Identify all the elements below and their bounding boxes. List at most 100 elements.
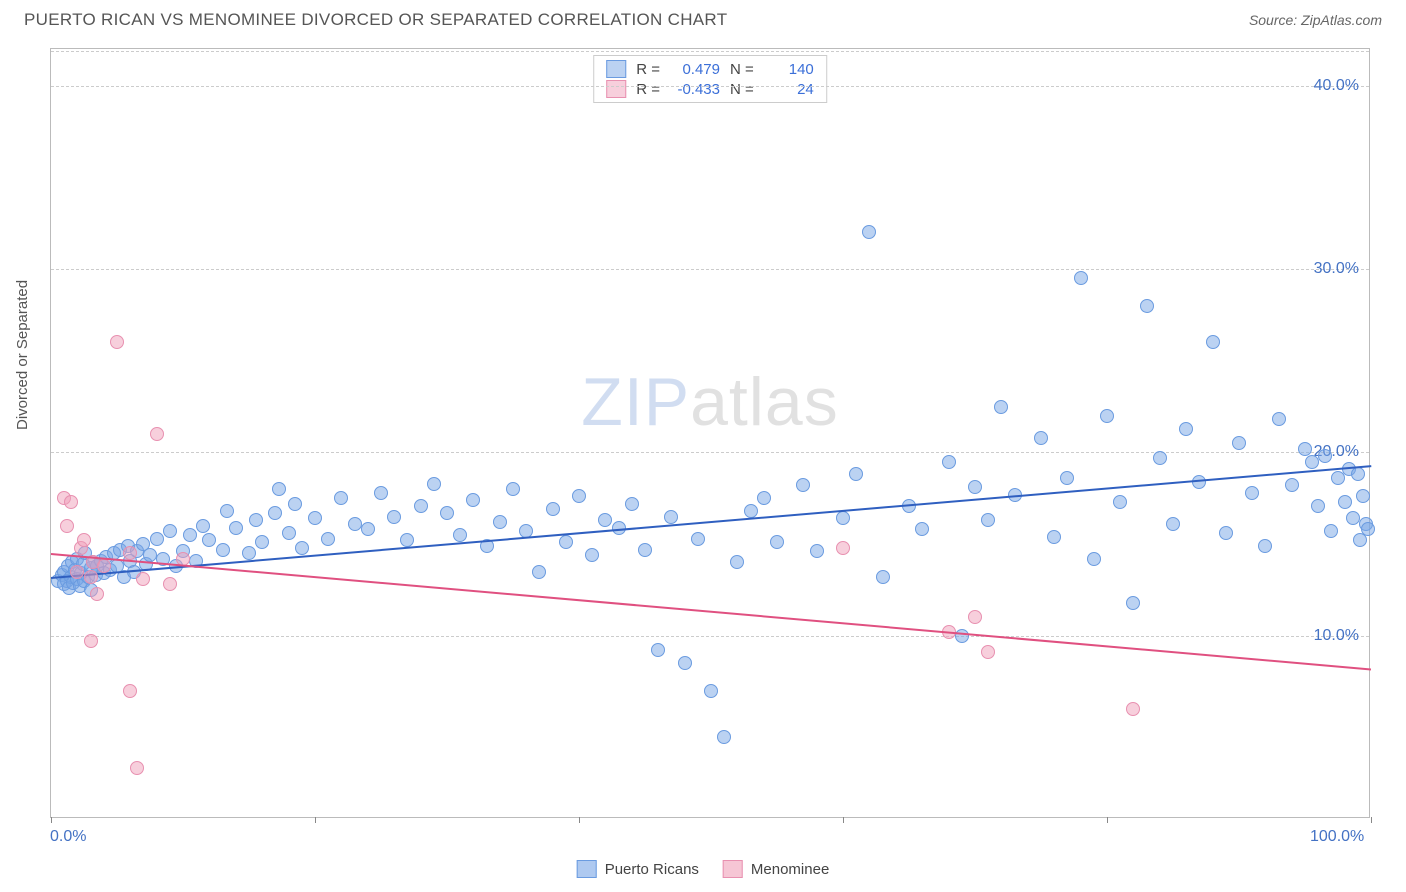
data-point-puerto_ricans <box>414 499 428 513</box>
x-tick <box>1107 817 1108 823</box>
data-point-puerto_ricans <box>334 491 348 505</box>
data-point-puerto_ricans <box>282 526 296 540</box>
x-tick <box>315 817 316 823</box>
data-point-puerto_ricans <box>1179 422 1193 436</box>
x-tick <box>51 817 52 823</box>
data-point-puerto_ricans <box>255 535 269 549</box>
legend-r-label: R = <box>636 81 660 98</box>
data-point-puerto_ricans <box>229 521 243 535</box>
data-point-puerto_ricans <box>1113 495 1127 509</box>
data-point-puerto_ricans <box>691 532 705 546</box>
data-point-puerto_ricans <box>361 522 375 536</box>
data-point-puerto_ricans <box>955 629 969 643</box>
data-point-puerto_ricans <box>1258 539 1272 553</box>
data-point-puerto_ricans <box>1219 526 1233 540</box>
data-point-puerto_ricans <box>321 532 335 546</box>
data-point-puerto_ricans <box>704 684 718 698</box>
chart-plot-area: ZIPatlas R =0.479N =140R =-0.433N =24 10… <box>50 48 1370 818</box>
data-point-puerto_ricans <box>678 656 692 670</box>
data-point-puerto_ricans <box>1047 530 1061 544</box>
data-point-menominee <box>84 570 98 584</box>
data-point-puerto_ricans <box>1356 489 1370 503</box>
data-point-puerto_ricans <box>1351 467 1365 481</box>
data-point-puerto_ricans <box>651 643 665 657</box>
data-point-puerto_ricans <box>1153 451 1167 465</box>
legend-n-value-puerto_ricans: 140 <box>764 61 814 78</box>
data-point-puerto_ricans <box>546 502 560 516</box>
data-point-puerto_ricans <box>150 532 164 546</box>
data-point-menominee <box>90 587 104 601</box>
data-point-puerto_ricans <box>216 543 230 557</box>
data-point-puerto_ricans <box>717 730 731 744</box>
data-point-menominee <box>836 541 850 555</box>
data-point-puerto_ricans <box>202 533 216 547</box>
data-point-puerto_ricans <box>1245 486 1259 500</box>
data-point-menominee <box>130 761 144 775</box>
gridline <box>51 452 1369 453</box>
data-point-menominee <box>77 533 91 547</box>
data-point-puerto_ricans <box>242 546 256 560</box>
data-point-puerto_ricans <box>572 489 586 503</box>
data-point-menominee <box>1126 702 1140 716</box>
gridline <box>51 269 1369 270</box>
data-point-puerto_ricans <box>1074 271 1088 285</box>
legend-n-label: N = <box>730 61 754 78</box>
data-point-menominee <box>136 572 150 586</box>
data-point-menominee <box>60 519 74 533</box>
data-point-puerto_ricans <box>1100 409 1114 423</box>
data-point-puerto_ricans <box>1087 552 1101 566</box>
data-point-menominee <box>64 495 78 509</box>
data-point-puerto_ricans <box>348 517 362 531</box>
data-point-puerto_ricans <box>1034 431 1048 445</box>
chart-title: PUERTO RICAN VS MENOMINEE DIVORCED OR SE… <box>24 10 727 30</box>
gridline <box>51 636 1369 637</box>
data-point-puerto_ricans <box>942 455 956 469</box>
data-point-menominee <box>123 546 137 560</box>
data-point-menominee <box>123 684 137 698</box>
y-tick-label: 10.0% <box>1314 627 1359 645</box>
data-point-puerto_ricans <box>994 400 1008 414</box>
data-point-menominee <box>70 565 84 579</box>
legend-r-value-menominee: -0.433 <box>670 81 720 98</box>
legend-n-value-menominee: 24 <box>764 81 814 98</box>
data-point-puerto_ricans <box>1338 495 1352 509</box>
legend-swatch-menominee <box>606 80 626 98</box>
data-point-puerto_ricans <box>1324 524 1338 538</box>
data-point-puerto_ricans <box>849 467 863 481</box>
data-point-puerto_ricans <box>506 482 520 496</box>
legend-item: Puerto Ricans <box>577 860 699 878</box>
legend-n-label: N = <box>730 81 754 98</box>
x-tick <box>1371 817 1372 823</box>
data-point-puerto_ricans <box>532 565 546 579</box>
legend-label: Menominee <box>751 861 829 878</box>
data-point-puerto_ricans <box>268 506 282 520</box>
source-attribution: Source: ZipAtlas.com <box>1249 12 1382 28</box>
data-point-puerto_ricans <box>295 541 309 555</box>
data-point-puerto_ricans <box>1318 449 1332 463</box>
data-point-puerto_ricans <box>440 506 454 520</box>
data-point-puerto_ricans <box>836 511 850 525</box>
data-point-menominee <box>163 577 177 591</box>
x-tick-label: 0.0% <box>50 828 86 846</box>
data-point-puerto_ricans <box>249 513 263 527</box>
x-tick-label: 100.0% <box>1310 828 1364 846</box>
data-point-puerto_ricans <box>1060 471 1074 485</box>
data-point-puerto_ricans <box>400 533 414 547</box>
data-point-puerto_ricans <box>143 548 157 562</box>
data-point-menominee <box>968 610 982 624</box>
legend-r-value-puerto_ricans: 0.479 <box>670 61 720 78</box>
y-axis-label: Divorced or Separated <box>14 280 31 430</box>
data-point-puerto_ricans <box>493 515 507 529</box>
data-point-puerto_ricans <box>559 535 573 549</box>
data-point-puerto_ricans <box>183 528 197 542</box>
data-point-menominee <box>150 427 164 441</box>
data-point-puerto_ricans <box>862 225 876 239</box>
data-point-puerto_ricans <box>968 480 982 494</box>
correlation-legend: R =0.479N =140R =-0.433N =24 <box>593 55 827 103</box>
watermark: ZIPatlas <box>581 363 838 441</box>
data-point-puerto_ricans <box>730 555 744 569</box>
data-point-puerto_ricans <box>810 544 824 558</box>
data-point-puerto_ricans <box>1206 335 1220 349</box>
data-point-puerto_ricans <box>453 528 467 542</box>
data-point-puerto_ricans <box>1305 455 1319 469</box>
